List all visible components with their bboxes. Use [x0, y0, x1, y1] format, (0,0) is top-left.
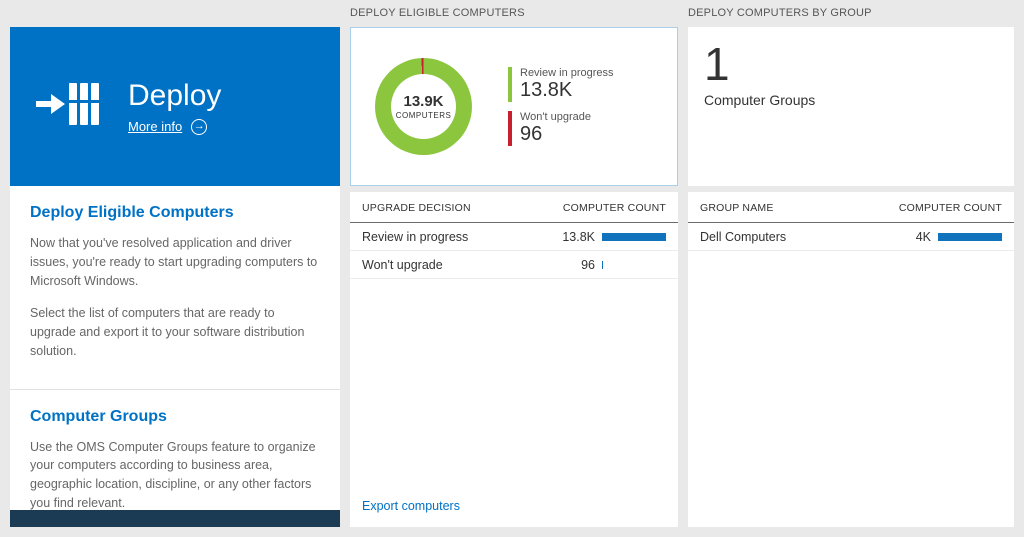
legend-label: Review in progress: [520, 67, 614, 79]
section-computer-groups: Computer Groups Use the OMS Computer Gro…: [10, 390, 340, 537]
count-bar: [602, 232, 666, 241]
count-bar: [602, 260, 603, 269]
section-deploy-eligible: Deploy Eligible Computers Now that you'v…: [10, 186, 340, 385]
legend-value: 13.8K: [520, 79, 573, 101]
column-header-group-name: GROUP NAME: [700, 202, 774, 214]
section-heading-computer-groups: Computer Groups: [30, 407, 167, 425]
eligible-computers-donut-card[interactable]: 13.9K COMPUTERS Review in progress 13.8K…: [350, 27, 678, 186]
legend-label: Won't upgrade: [520, 111, 592, 123]
row-value: 13.8K: [562, 229, 595, 244]
paragraph: Select the list of computers that are re…: [30, 306, 305, 358]
table-row-dell-computers[interactable]: Dell Computers 4K: [688, 223, 1014, 251]
deploy-icon: [34, 78, 102, 135]
more-info-arrow-icon[interactable]: →: [191, 118, 208, 135]
donut-center: 13.9K COMPUTERS: [391, 74, 456, 139]
row-value: 4K: [915, 229, 931, 244]
group-table: GROUP NAME COMPUTER COUNT Dell Computers…: [688, 192, 1014, 527]
count-bar: [938, 232, 1002, 241]
column-header-upgrade-decision: UPGRADE DECISION: [362, 202, 471, 214]
computer-groups-count-card[interactable]: 1 Computer Groups: [688, 27, 1014, 186]
group-count-value: 1: [704, 38, 730, 90]
legend-item-wont-upgrade: Won't upgrade 96: [508, 111, 614, 146]
column-header-deploy-eligible: DEPLOY ELIGIBLE COMPUTERS: [350, 7, 525, 19]
computers-by-group-column: DEPLOY COMPUTERS BY GROUP 1 Computer Gro…: [688, 0, 1014, 527]
tile-footer-bar: [10, 510, 340, 527]
upgrade-decision-table: UPGRADE DECISION COMPUTER COUNT Review i…: [350, 192, 678, 527]
row-label: Won't upgrade: [362, 257, 443, 272]
more-info-link[interactable]: More info: [128, 119, 183, 134]
legend-swatch-wont-upgrade: [508, 111, 512, 146]
row-value: 96: [581, 257, 595, 272]
legend-value: 96: [520, 123, 543, 145]
deploy-tile-text: Deploy More info →: [128, 79, 221, 135]
section-heading-deploy-eligible: Deploy Eligible Computers: [30, 204, 234, 221]
group-count-label: Computer Groups: [704, 91, 816, 108]
donut-legend: Review in progress 13.8K Won't upgrade 9…: [508, 58, 614, 155]
deploy-tile[interactable]: Deploy More info →: [10, 27, 340, 186]
export-computers-link[interactable]: Export computers: [362, 499, 460, 513]
table-row-review-in-progress[interactable]: Review in progress 13.8K: [350, 223, 678, 251]
paragraph: Now that you've resolved application and…: [30, 236, 318, 288]
deploy-info-card: Deploy Eligible Computers Now that you'v…: [10, 186, 340, 510]
paragraph: Use the OMS Computer Groups feature to o…: [30, 439, 316, 510]
deploy-overview-column: Deploy More info → Deploy Eligible Compu…: [10, 0, 340, 527]
row-label: Dell Computers: [700, 229, 787, 244]
table-header: GROUP NAME COMPUTER COUNT: [688, 192, 1014, 223]
column-header-computer-count: COMPUTER COUNT: [562, 202, 666, 214]
donut-ring: 13.9K COMPUTERS: [375, 58, 472, 155]
legend-swatch-review: [508, 67, 512, 102]
more-info-row: More info →: [128, 118, 221, 135]
section-divider: [10, 388, 340, 390]
table-row-wont-upgrade[interactable]: Won't upgrade 96: [350, 251, 678, 279]
row-bar-track: [938, 232, 1002, 241]
deploy-eligible-column: DEPLOY ELIGIBLE COMPUTERS 13.9K COMPUTER…: [350, 0, 678, 527]
table-header: UPGRADE DECISION COMPUTER COUNT: [350, 192, 678, 223]
donut-center-value: 13.9K: [403, 93, 444, 110]
tile-title: Deploy: [128, 78, 222, 112]
row-bar-track: [602, 232, 666, 241]
left-header-spacer: [10, 0, 340, 27]
row-bar-track: [602, 260, 666, 269]
legend-item-review: Review in progress 13.8K: [508, 67, 614, 102]
donut-center-label: COMPUTERS: [395, 111, 452, 120]
column-header-computers-by-group: DEPLOY COMPUTERS BY GROUP: [688, 7, 872, 19]
row-label: Review in progress: [362, 229, 469, 244]
column-header-computer-count: COMPUTER COUNT: [898, 202, 1002, 214]
